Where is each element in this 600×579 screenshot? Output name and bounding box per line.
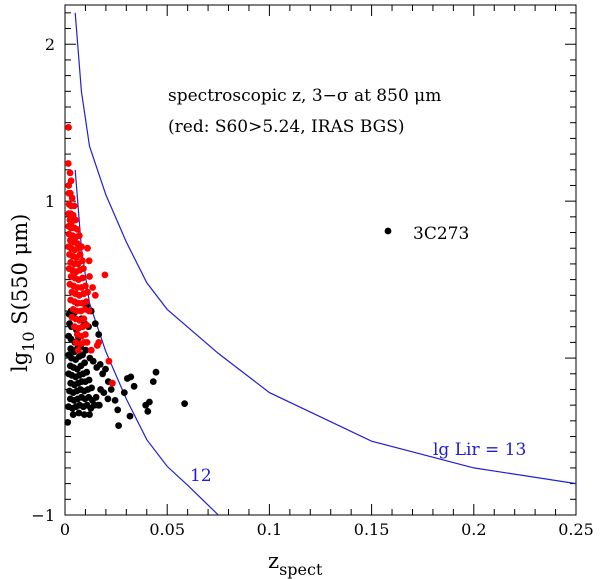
red-data-point — [66, 169, 74, 177]
x-axis-label-sub: spect — [279, 560, 323, 579]
plot-frame — [64, 4, 577, 516]
curve-label-12: 12 — [190, 466, 212, 486]
red-data-point — [76, 251, 84, 258]
red-data-point — [67, 177, 75, 185]
black-data-point — [95, 401, 103, 409]
annotation-line-2: (red: S60>5.24, IRAS BGS) — [168, 117, 405, 137]
black-data-point — [81, 411, 88, 418]
red-data-point — [68, 194, 76, 202]
red-data-point — [91, 291, 99, 299]
red-data-point — [93, 342, 101, 349]
y-tick-label: −1 — [31, 506, 55, 525]
annotation-line-1: spectroscopic z, 3−σ at 850 μm — [168, 86, 441, 106]
red-data-point — [82, 298, 90, 305]
black-data-point — [126, 412, 134, 420]
y-axis-label-pre: lg — [8, 352, 32, 372]
red-data-point — [101, 271, 109, 279]
black-data-point — [81, 359, 88, 367]
red-data-point — [65, 124, 72, 131]
black-data-point — [64, 419, 72, 426]
black-data-point — [111, 397, 119, 404]
black-data-point — [95, 331, 103, 338]
red-data-point — [73, 226, 81, 233]
black-data-point — [104, 395, 112, 403]
black-data-point — [92, 393, 100, 401]
curve-lg-lir-13 — [74, 12, 577, 485]
y-axis-label: lg10 S(550 μm) — [8, 214, 38, 372]
x-tick-label: 0.05 — [149, 520, 185, 539]
red-data-point — [83, 321, 91, 329]
black-data-point — [120, 389, 128, 396]
red-data-point — [78, 243, 85, 251]
x-tick-label: 0.1 — [257, 520, 282, 539]
black-data-point — [75, 409, 83, 417]
axis-ticks — [64, 5, 577, 516]
black-data-point — [107, 386, 115, 393]
red-data-point — [87, 346, 95, 354]
black-data-point — [89, 357, 97, 365]
red-data-point — [86, 273, 93, 280]
red-data-point — [79, 257, 86, 265]
black-data-point — [149, 378, 157, 385]
y-tick-label: 2 — [45, 35, 55, 54]
red-data-point — [84, 244, 91, 252]
red-data-point — [109, 379, 116, 387]
red-data-point — [85, 307, 93, 315]
x-tick-label: 0 — [60, 520, 70, 539]
red-data-point — [80, 315, 88, 323]
black-data-point — [88, 384, 95, 392]
y-axis-label-sub: 10 — [19, 331, 38, 351]
x-tick-label: 0.2 — [461, 520, 486, 539]
black-data-point — [85, 376, 93, 384]
curve-label-13: lg Lir = 13 — [433, 440, 526, 460]
black-data-point — [115, 422, 122, 429]
black-data-point — [127, 373, 135, 381]
y-axis-label-post: S(550 μm) — [8, 214, 32, 332]
red-data-point — [85, 257, 93, 265]
black-data-point — [146, 398, 153, 406]
red-data-point — [82, 331, 89, 338]
red-data-point — [74, 346, 82, 354]
red-data-point — [105, 357, 113, 365]
black-data-point — [114, 406, 122, 414]
red-data-point — [72, 216, 79, 224]
black-data-point — [91, 320, 99, 327]
x-tick-label: 0.25 — [558, 520, 594, 539]
y-tick-label: 0 — [45, 349, 55, 368]
black-data-point — [144, 408, 152, 415]
data-points — [64, 124, 392, 429]
red-data-point — [70, 202, 78, 210]
red-data-point — [64, 160, 72, 167]
black-data-point — [86, 411, 93, 418]
red-data-point — [83, 339, 91, 346]
x-axis-label-main: z — [268, 549, 279, 573]
x-axis-label: zspect — [268, 549, 323, 579]
black-data-point — [96, 361, 104, 368]
black-data-point — [181, 400, 189, 407]
point-label-3c273: 3C273 — [413, 224, 469, 244]
red-data-point — [75, 232, 83, 240]
red-data-point — [80, 265, 87, 272]
black-data-point — [152, 368, 160, 376]
black-data-point — [130, 382, 138, 390]
black-data-point — [82, 346, 90, 354]
red-data-point — [82, 282, 89, 290]
black-data-point — [100, 389, 108, 396]
x-tick-label: 0.15 — [354, 520, 390, 539]
red-data-point — [84, 288, 91, 296]
black-data-point — [384, 227, 392, 235]
black-data-point — [102, 365, 109, 373]
y-tick-label: 1 — [45, 192, 55, 211]
black-data-point — [83, 368, 91, 376]
red-data-point — [79, 274, 86, 282]
red-data-point — [89, 284, 96, 291]
black-data-point — [69, 411, 77, 418]
